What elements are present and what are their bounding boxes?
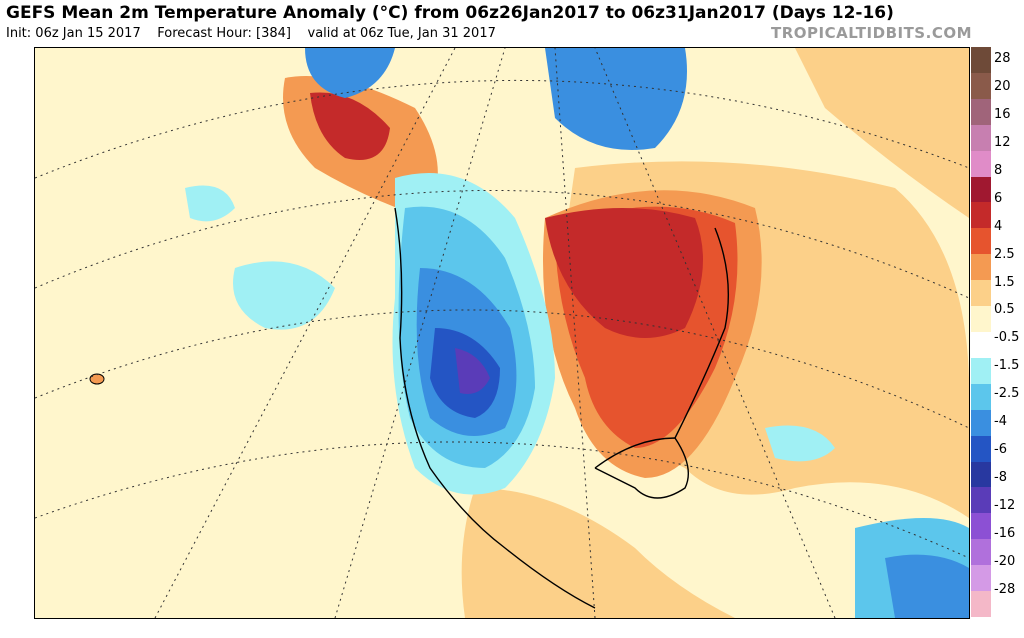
legend-swatch	[971, 72, 991, 100]
hawaii-island	[89, 373, 105, 385]
anomaly-region-alaska-hot	[310, 92, 390, 160]
legend-swatch	[971, 306, 991, 333]
legend-swatch	[971, 409, 991, 437]
legend-swatch	[971, 565, 991, 592]
legend-swatch	[971, 461, 991, 488]
legend-swatch	[971, 513, 991, 540]
legend-label: -1.5	[994, 358, 1020, 374]
legend-swatch	[971, 280, 991, 307]
legend-label: 0.5	[994, 302, 1015, 318]
legend-label: -2.5	[994, 386, 1020, 402]
legend-swatch	[971, 591, 991, 618]
legend-label: -0.5	[994, 330, 1020, 346]
map-title: GEFS Mean 2m Temperature Anomaly (°C) fr…	[6, 3, 894, 23]
legend-swatch	[971, 383, 991, 411]
anomaly-region-quebec-hot	[545, 208, 703, 338]
init-time: Init: 06z Jan 15 2017	[6, 26, 141, 41]
anomaly-region-north-atlantic	[795, 48, 969, 218]
map-canvas	[35, 48, 969, 618]
legend-swatch	[971, 254, 991, 281]
legend-swatch	[971, 150, 991, 178]
color-legend: 28 20 16 12 8 6 4 2.5 1.5 0.5 -0.5 -1.5 -2.5 -4 -6 -8 -1…	[968, 47, 1024, 619]
legend-swatch	[971, 435, 991, 463]
legend-swatch	[971, 332, 991, 359]
legend-label: -20	[994, 553, 1016, 569]
anomaly-region-pacific-cool-2	[233, 261, 335, 330]
legend-label: 28	[994, 51, 1011, 66]
legend-swatch	[971, 202, 991, 229]
legend-label: -8	[994, 470, 1007, 486]
legend-label: 1.5	[994, 274, 1015, 290]
graticule	[35, 48, 969, 618]
legend-label: -16	[994, 526, 1016, 541]
map-subtitle: Init: 06z Jan 15 2017 Forecast Hour: [38…	[6, 26, 496, 41]
legend-label: 16	[994, 106, 1011, 122]
anomaly-region-arctic-cold	[305, 48, 395, 98]
anomaly-region-south-america-cold	[885, 554, 969, 618]
west-coastline	[394, 207, 596, 609]
valid-time: valid at 06z Tue, Jan 31 2017	[307, 26, 496, 41]
gulf-coastline	[594, 437, 689, 499]
legend-swatch	[971, 228, 991, 255]
brand-watermark: TROPICALTIDBITS.COM	[771, 24, 972, 42]
anomaly-map[interactable]	[34, 47, 970, 619]
legend-label: -12	[994, 498, 1016, 514]
anomaly-region-caribbean-cool	[765, 425, 835, 462]
legend-swatch	[971, 487, 991, 514]
legend-label: 8	[994, 162, 1003, 178]
legend-label: 2.5	[994, 246, 1015, 262]
legend-label: 6	[994, 190, 1003, 206]
legend-label: -4	[994, 414, 1007, 430]
legend-label: 20	[994, 78, 1011, 94]
legend-swatch	[971, 176, 991, 203]
legend-swatch	[971, 98, 991, 126]
anomaly-region-mexico	[461, 488, 735, 618]
east-coastline	[674, 227, 730, 439]
legend-label: 12	[994, 134, 1011, 150]
anomaly-region-rockies-coldest	[455, 348, 490, 394]
legend-label: -28	[994, 581, 1016, 597]
legend-swatch	[971, 47, 991, 74]
legend-swatch	[971, 539, 991, 566]
anomaly-region-greenland-cold	[545, 48, 687, 150]
legend-label: 4	[994, 218, 1003, 234]
legend-label: -6	[994, 442, 1007, 458]
forecast-hour: Forecast Hour: [384]	[157, 26, 291, 41]
legend-swatch	[971, 357, 991, 385]
anomaly-region-pacific-cool-1	[185, 185, 235, 222]
legend-swatch	[971, 124, 991, 152]
